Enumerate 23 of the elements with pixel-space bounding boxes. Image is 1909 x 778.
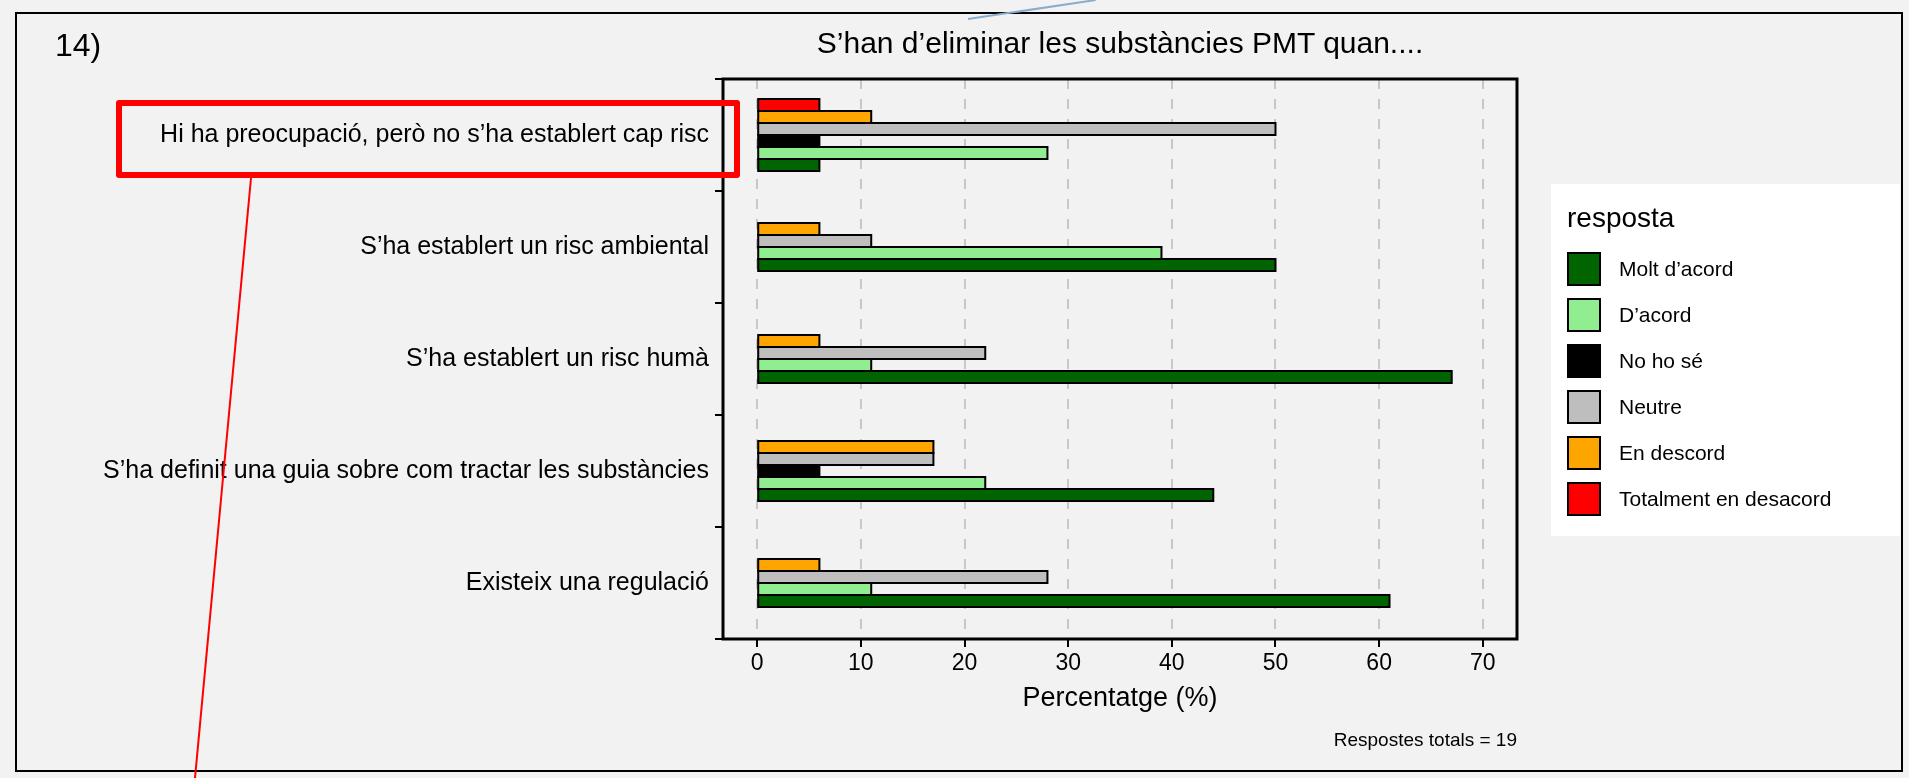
x-tick-label: 10	[848, 649, 874, 676]
y-tick-label: S’ha establert un risc humà	[406, 342, 710, 371]
x-tick-label: 30	[1055, 649, 1081, 676]
x-tick-label: 60	[1366, 649, 1392, 676]
legend-label: En descord	[1619, 441, 1726, 465]
x-tick-label: 70	[1470, 649, 1496, 676]
y-tick-label: Hi ha preocupació, però no s’ha establert cap risc	[160, 118, 709, 147]
y-tick-label: Existeix una regulació	[465, 566, 709, 595]
text: 14)	[55, 26, 102, 63]
legend-label: D’acord	[1619, 303, 1692, 327]
legend-label: Molt d’acord	[1619, 257, 1734, 281]
legend-label: No ho sé	[1619, 349, 1704, 373]
legend-label: Neutre	[1619, 395, 1683, 419]
chart-title: S’han d’eliminar les substàncies PMT quan....	[816, 26, 1424, 60]
y-tick-label: S’ha establert un risc ambiental	[360, 230, 709, 259]
x-tick-label: 40	[1159, 649, 1185, 676]
x-tick-label: 0	[750, 649, 764, 676]
legend-title: resposta	[1567, 202, 1676, 234]
text: Respostes totals = 19	[1333, 729, 1517, 751]
legend-label: Totalment en desacord	[1619, 487, 1832, 511]
x-tick-label: 20	[951, 649, 978, 676]
x-tick-label: 50	[1262, 649, 1289, 676]
x-axis-title: Percentatge (%)	[1022, 682, 1218, 713]
